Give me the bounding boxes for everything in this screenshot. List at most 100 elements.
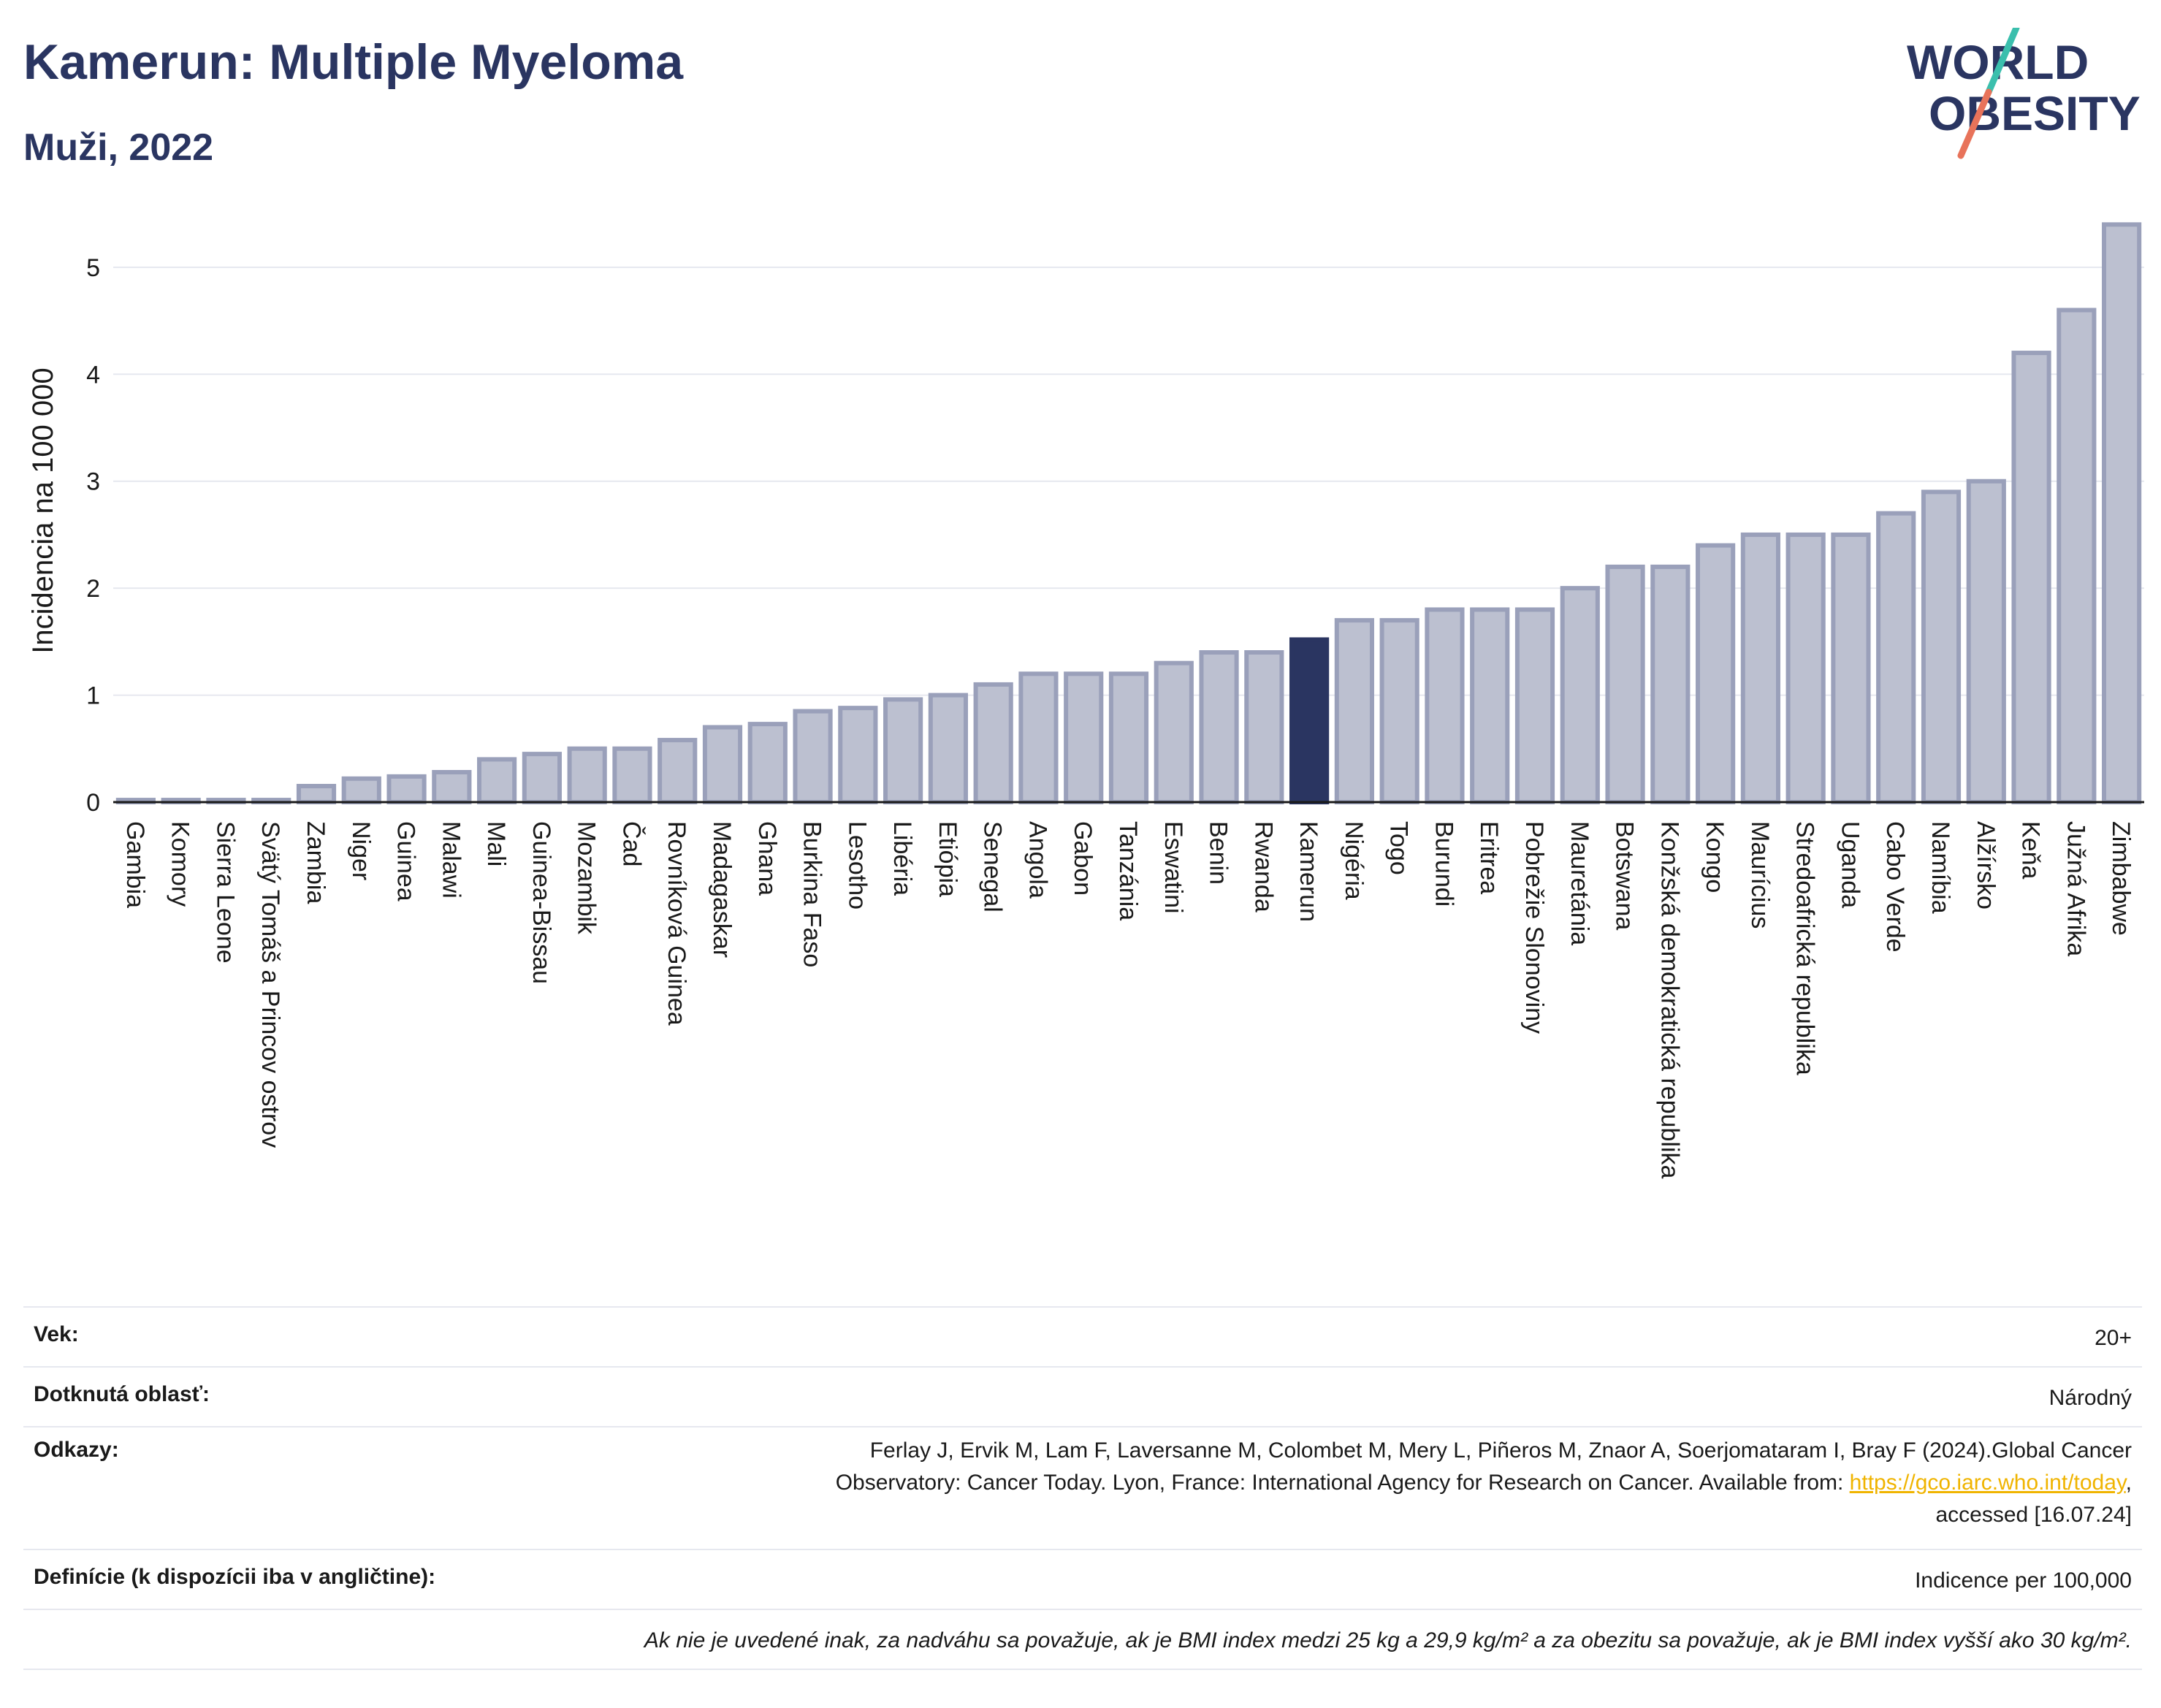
refs-line-2: Observatory: Cancer Today. Lyon, France:… [835,1471,1850,1495]
x-tick-label: Guinea [392,821,420,901]
bar [296,784,337,805]
bar [702,725,743,804]
info-row-definitions: Definície (k dispozícii iba v angličtine… [23,1549,2142,1609]
x-tick-label: Senegal [979,821,1007,912]
x-tick-label: Zimbabwe [2107,821,2135,936]
x-tick-label: Čad [617,821,645,866]
x-tick-label: Kongo [1701,821,1729,893]
x-tick-label: Pobrežie Slonoviny [1520,821,1548,1034]
x-tick-label: Madagaskar [708,821,736,958]
bar [883,697,923,805]
y-tick-label: 4 [86,361,100,389]
bar [1018,671,1059,804]
bar [1740,532,1780,804]
logo-slash-red [1957,88,1992,159]
x-tick-label: Lesotho [843,821,871,910]
x-tick-label: Keňa [2017,821,2045,879]
refs-link[interactable]: https://gco.iarc.who.int/today [1849,1471,2126,1495]
area-value: Národný [481,1366,2142,1427]
bar [477,757,517,804]
bar [1334,618,1374,805]
age-label: Vek: [23,1306,481,1367]
x-tick-label: Kamerun [1295,821,1322,922]
area-label: Dotknutá oblasť: [23,1366,481,1427]
x-tick-label: Uganda [1836,821,1864,908]
bar [432,770,472,804]
chart-title: Kamerun: Multiple Myeloma [23,34,684,90]
bar [793,709,833,804]
x-tick-label: Niger [347,821,375,880]
bar [928,693,968,805]
logo-line-1: WORLD [1907,35,2089,89]
bar [1785,532,1826,804]
info-table: Vek: 20+ Dotknutá oblasť: Národný Odkazy… [23,1306,2142,1670]
bar [2102,222,2142,804]
x-tick-label: Togo [1385,821,1413,875]
bar [1244,650,1284,804]
bar [341,776,381,804]
x-tick-label: Komory [167,821,194,907]
bar [1921,489,1962,804]
x-tick-label: Eritrea [1475,821,1503,894]
bar [1470,607,1510,804]
x-tick-label: Cabo Verde [1881,821,1909,953]
bar [1831,532,1871,804]
x-tick-label: Južná Afrika [2062,821,2089,956]
logo-slash-teal [1985,28,2020,96]
bar [1425,607,1465,804]
x-tick-label: Eswatini [1159,821,1187,914]
x-tick-label: Gambia [121,821,149,908]
y-tick-label: 3 [86,468,100,496]
info-row-age: Vek: 20+ [23,1306,2142,1367]
x-tick-label: Rovníková Guinea [663,821,690,1026]
x-tick-label: Tanzánia [1114,821,1142,920]
definitions-value: Indicence per 100,000 [481,1549,2142,1609]
x-tick-label: Rwanda [1249,821,1277,912]
x-tick-label: Burundi [1430,821,1457,907]
x-tick-label: Sierra Leone [211,821,239,964]
bar [838,706,878,804]
x-tick-label: Mali [482,821,510,866]
bar [658,738,698,805]
x-tick-label: Maurícius [1746,821,1774,929]
bar [612,746,652,804]
refs-line-1: Ferlay J, Ervik M, Lam F, Laversanne M, … [869,1438,2132,1463]
x-tick-label: Ghana [753,821,781,896]
x-tick-label: Angola [1024,821,1051,899]
bar [2057,308,2097,804]
info-row-refs: Odkazy: Ferlay J, Ervik M, Lam F, Lavers… [23,1426,2142,1549]
x-tick-label: Malawi [437,821,465,899]
x-tick-label: Benin [1205,821,1232,885]
refs-line-2-end: , [2125,1471,2132,1495]
refs-line-3: accessed [16.07.24] [1935,1503,2132,1527]
x-tick-label: Konžská demokratická republika [1655,821,1683,1179]
refs-value: Ferlay J, Ervik M, Lam F, Laversanne M, … [481,1426,2142,1549]
x-tick-label: Mozambik [573,821,601,935]
y-tick-label: 1 [86,682,100,710]
y-tick-label: 5 [86,254,100,282]
bar [522,752,562,805]
x-tick-label: Zambia [302,821,329,904]
bar [1199,650,1239,804]
x-tick-label: Namíbia [1926,821,1954,914]
y-tick-label: 0 [86,789,100,817]
x-tick-label: Libéria [888,821,916,896]
bar [1966,479,2006,804]
info-row-area: Dotknutá oblasť: Národný [23,1366,2142,1427]
y-axis-title: Incidencia na 100 000 [27,367,59,653]
world-obesity-logo: WORLD OBESITY [1907,28,2141,159]
bar [1605,564,1645,805]
chart-subtitle: Muži, 2022 [23,126,214,169]
bar [1876,511,1916,804]
y-tick-label: 2 [86,575,100,603]
info-row-note: Ak nie je uvedené inak, za nadváhu sa po… [23,1609,2142,1670]
bar [567,746,607,804]
x-tick-label: Gabon [1069,821,1097,896]
bar [973,682,1013,805]
x-tick-label: Guinea-Bissau [527,821,555,984]
bar [1154,660,1194,804]
bar [1379,618,1419,805]
bar [1560,586,1600,804]
bar-chart: 0 1 2 3 4 5 Incidencia na 100 000 Gambia Komory S… [27,222,2144,1179]
x-tick-label: Svätý Tomáš a Princov ostrov [256,821,284,1148]
